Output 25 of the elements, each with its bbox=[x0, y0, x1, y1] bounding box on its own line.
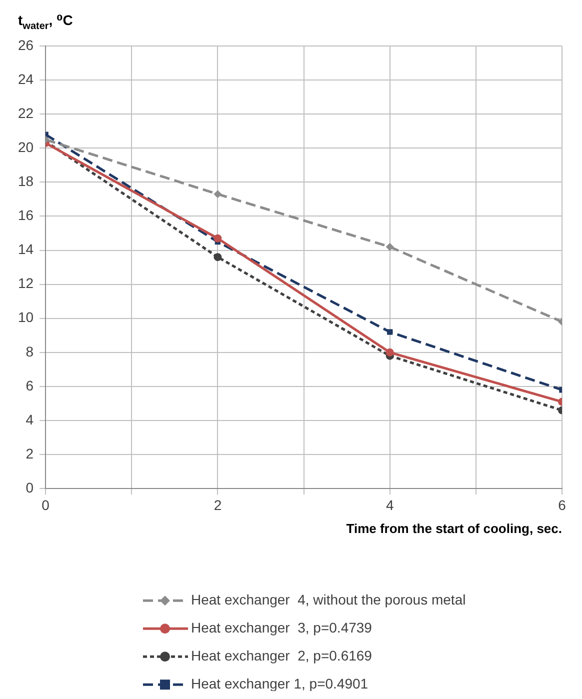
x-axis-title: Time from the start of cooling, sec. bbox=[346, 520, 562, 536]
y-tick-label: 8 bbox=[26, 343, 34, 360]
y-tick-label: 2 bbox=[26, 445, 34, 462]
y-tick-label: 20 bbox=[18, 139, 34, 155]
y-tick-label: 10 bbox=[18, 309, 34, 326]
y-tick-label: 12 bbox=[18, 275, 34, 292]
y-tick-label: 26 bbox=[18, 36, 34, 53]
y-tick-label: 22 bbox=[18, 104, 34, 121]
point bbox=[387, 329, 393, 335]
legend-label: Heat exchanger 3, p=0.4739 bbox=[191, 619, 372, 636]
point bbox=[214, 253, 222, 262]
x-tick-label: 2 bbox=[214, 496, 222, 513]
x-tick-label: 0 bbox=[42, 496, 50, 513]
legend-label: Heat exchanger 2, p=0.6169 bbox=[191, 647, 372, 664]
legend-label: Heat exchanger 1, p=0.4901 bbox=[191, 675, 368, 692]
y-tick-label: 4 bbox=[26, 411, 34, 428]
x-tick-label: 6 bbox=[558, 496, 566, 513]
y-tick-label: 0 bbox=[26, 479, 34, 496]
x-tick-label: 4 bbox=[386, 496, 394, 513]
y-tick-label: 18 bbox=[18, 173, 34, 190]
y-tick-label: 14 bbox=[18, 241, 34, 258]
y-tick-label: 16 bbox=[18, 207, 34, 224]
y-tick-label: 6 bbox=[26, 377, 34, 394]
legend-label: Heat exchanger 4, without the porous metal bbox=[191, 591, 466, 608]
y-tick-label: 24 bbox=[18, 70, 34, 87]
